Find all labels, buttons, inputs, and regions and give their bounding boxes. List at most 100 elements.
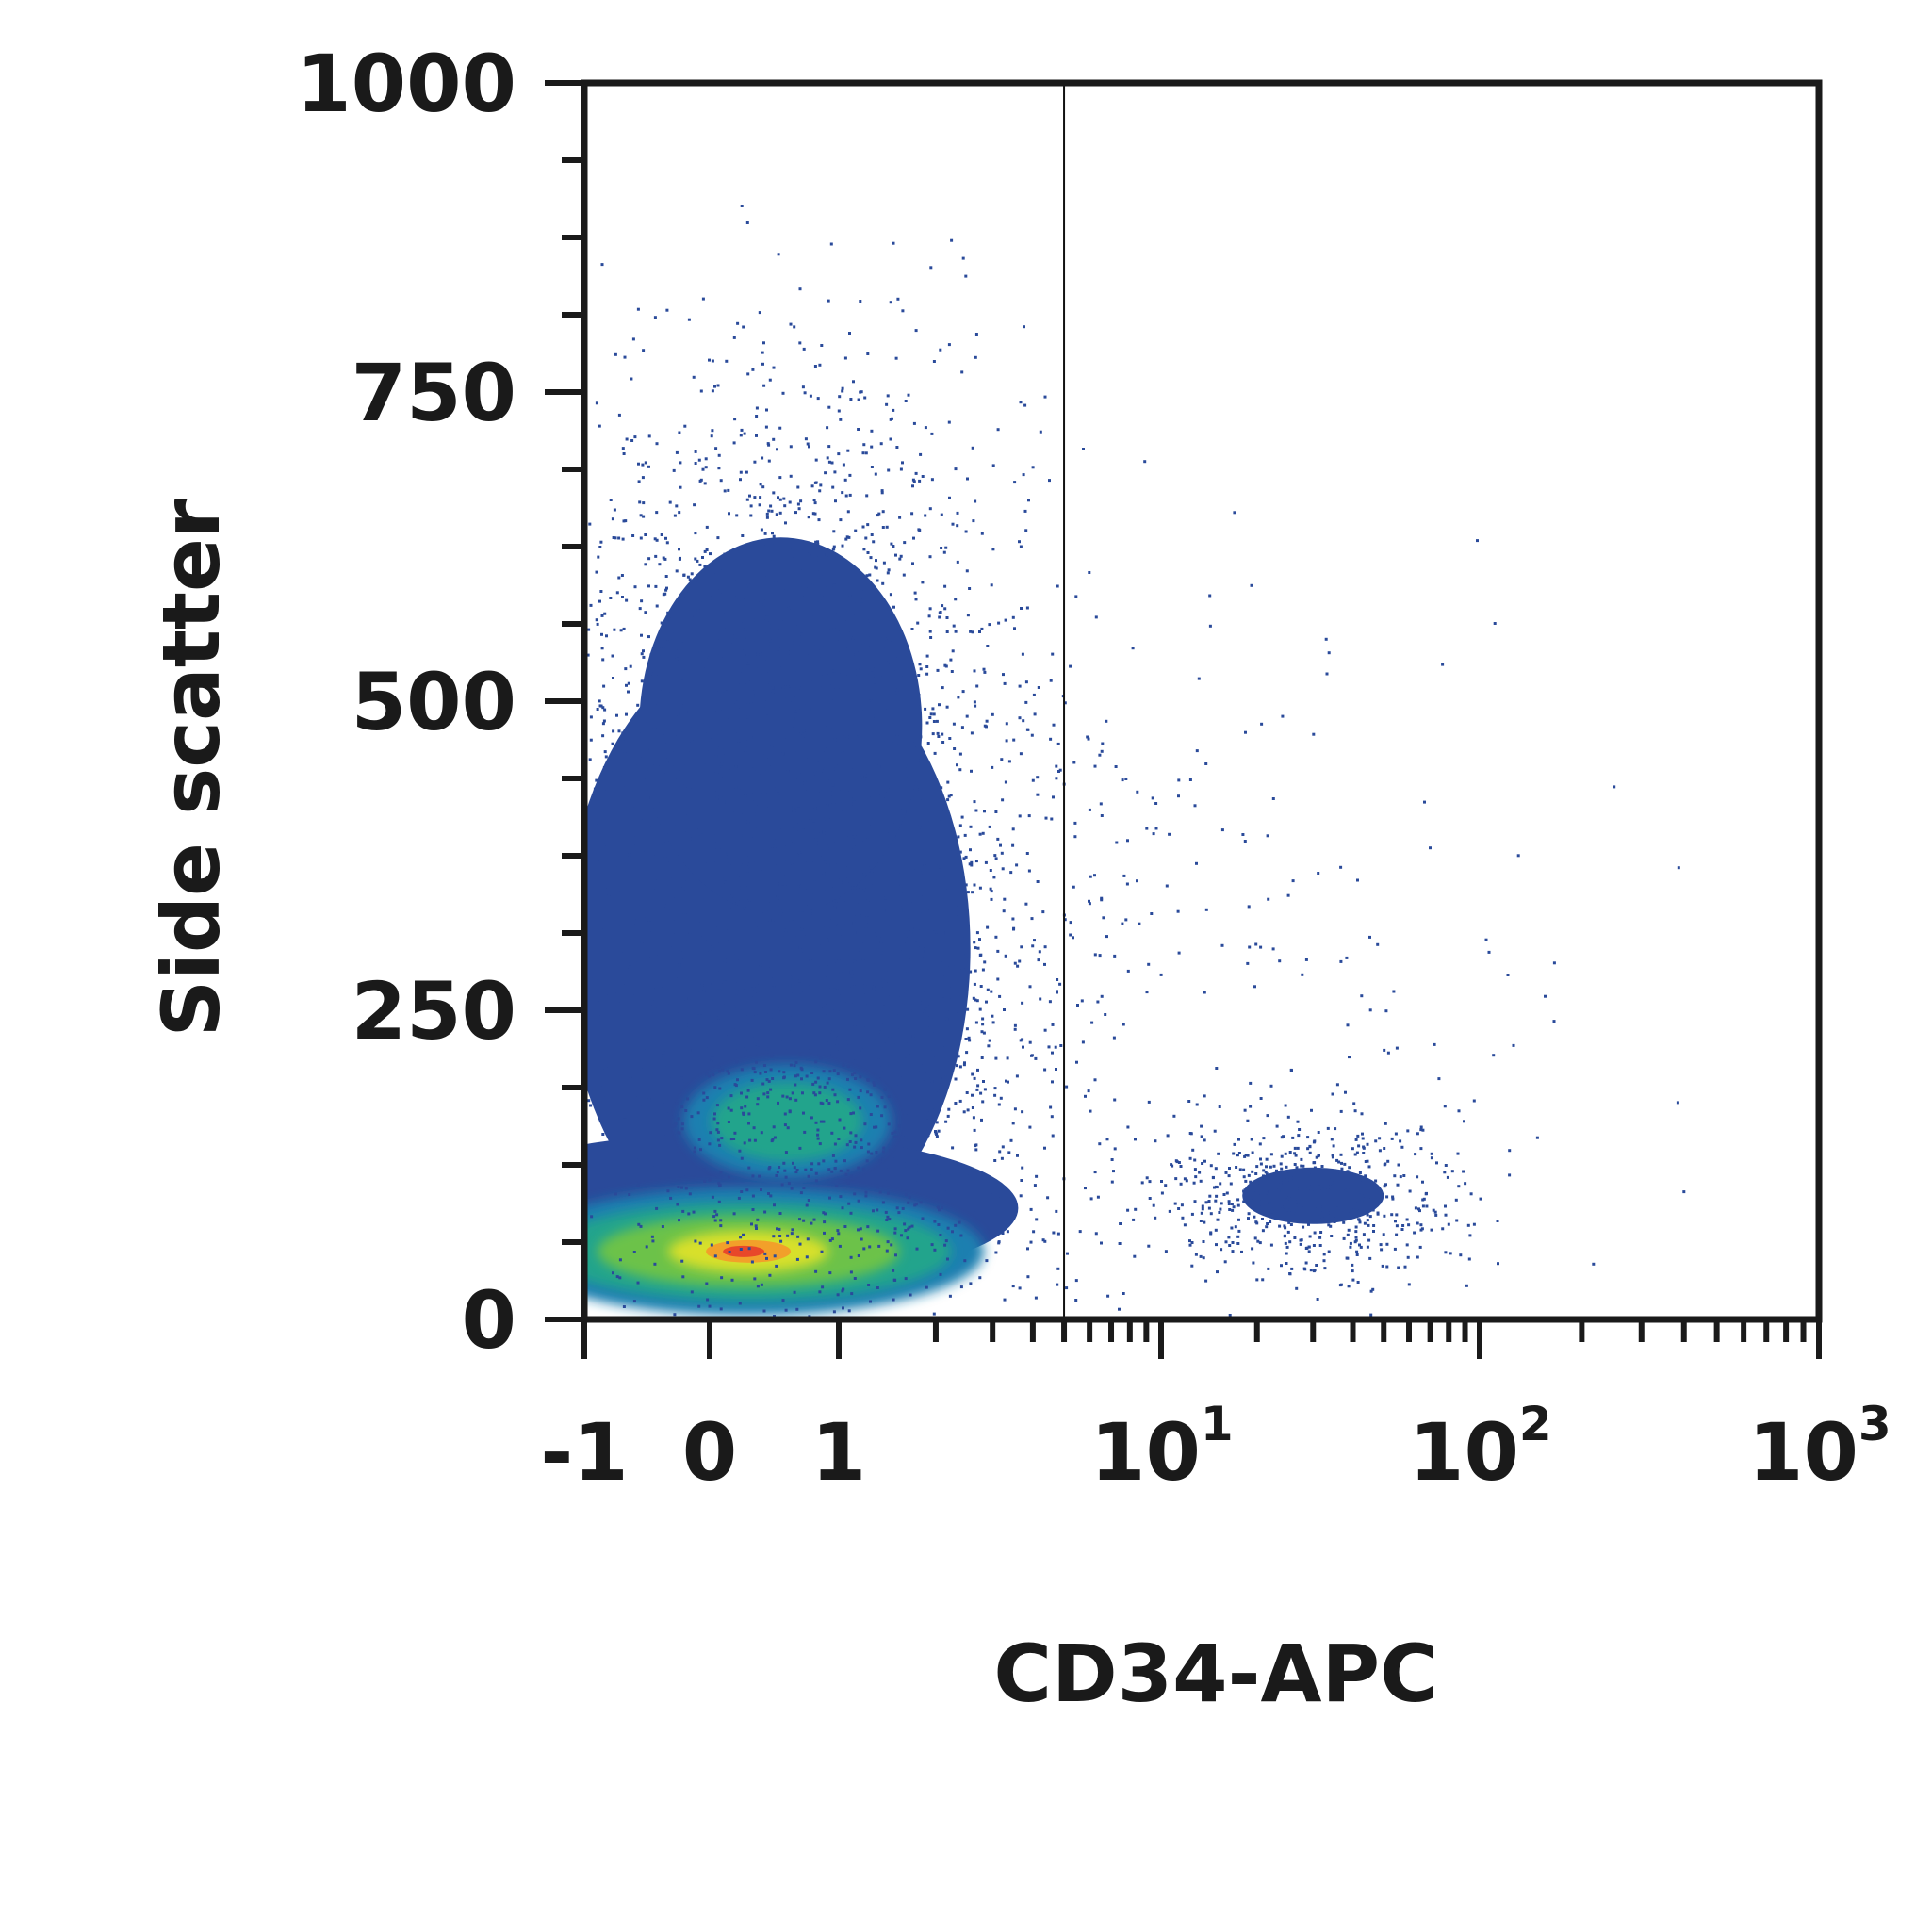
scatter-point [1003,681,1007,685]
scatter-point [770,986,774,990]
scatter-point [1098,954,1102,958]
scatter-point [723,698,727,701]
scatter-point [1051,1051,1054,1055]
scatter-point [666,640,670,644]
scatter-point [884,658,888,662]
scatter-point [902,890,906,893]
scatter-point [739,724,743,728]
scatter-point [1397,1163,1400,1167]
scatter-point [686,1097,690,1101]
scatter-point [750,580,753,582]
scatter-point [647,921,650,925]
scatter-point [889,418,892,421]
scatter-point [794,774,796,778]
scatter-point [912,421,916,425]
scatter-point [1011,1285,1015,1288]
scatter-point [665,1066,669,1070]
scatter-point [849,1174,853,1178]
scatter-point [682,642,686,646]
scatter-point [803,780,807,784]
scatter-point [814,708,817,712]
scatter-point [813,880,817,884]
scatter-point [919,735,923,739]
scatter-point [784,928,788,932]
scatter-point [870,699,874,703]
scatter-point [1613,785,1616,789]
scatter-point [1364,1174,1367,1178]
scatter-point [541,736,544,739]
scatter-point [864,888,868,892]
scatter-point [713,1209,717,1213]
scatter-point [794,865,796,869]
scatter-point [1168,832,1171,836]
scatter-point [803,788,807,792]
scatter-point [1291,1208,1295,1212]
scatter-point [1374,1139,1378,1143]
scatter-point [857,1166,860,1170]
scatter-point [679,882,682,886]
scatter-point [1280,1136,1284,1139]
scatter-point [897,1124,901,1128]
scatter-point [713,648,717,652]
scatter-point [1018,959,1022,963]
scatter-point [925,1016,929,1020]
scatter-point [924,1136,927,1138]
scatter-point [1096,1195,1100,1199]
scatter-point [876,1105,879,1108]
scatter-point [777,594,780,598]
scatter-point [853,1192,857,1196]
scatter-point [981,1216,985,1220]
scatter-point [1264,1194,1268,1198]
scatter-point [659,765,663,769]
scatter-point [679,922,683,925]
scatter-point [719,762,723,766]
scatter-point [866,551,870,554]
scatter-point [820,1250,824,1253]
scatter-point [862,757,866,761]
scatter-point [822,697,826,701]
scatter-point [1034,1056,1038,1060]
scatter-point [569,1267,572,1269]
scatter-point [675,450,679,454]
scatter-point [1266,1114,1269,1118]
scatter-point [672,822,676,826]
scatter-point [833,1142,837,1146]
scatter-point [1244,1154,1248,1156]
scatter-point [837,940,840,943]
scatter-point [1250,1138,1253,1141]
scatter-point [742,863,745,867]
scatter-point [815,716,819,720]
scatter-point [631,844,635,848]
scatter-point [636,1184,640,1187]
scatter-point [618,1276,622,1280]
scatter-point [866,637,870,641]
scatter-point [677,1054,680,1057]
scatter-point [509,1091,512,1094]
scatter-point [745,1366,747,1368]
scatter-point [1072,885,1075,889]
scatter-point [986,645,990,647]
scatter-point [460,1140,463,1143]
scatter-point [996,428,1000,432]
scatter-point [628,1193,631,1196]
scatter-point [745,652,749,656]
scatter-point [677,1037,680,1040]
scatter-point [648,673,652,676]
scatter-point [653,1007,657,1011]
scatter-point [946,1114,950,1118]
scatter-point [562,1056,565,1058]
scatter-point [483,883,485,886]
scatter-point [714,732,717,735]
scatter-point [544,989,547,991]
scatter-point [746,1089,750,1092]
scatter-point [694,1239,697,1243]
scatter-point [822,871,826,875]
scatter-point [827,863,830,867]
scatter-point [647,796,650,800]
scatter-point [889,1025,892,1029]
scatter-point [713,1254,717,1258]
scatter-point [704,667,708,671]
scatter-point [820,769,824,773]
scatter-point [812,976,816,980]
scatter-point [770,738,774,742]
